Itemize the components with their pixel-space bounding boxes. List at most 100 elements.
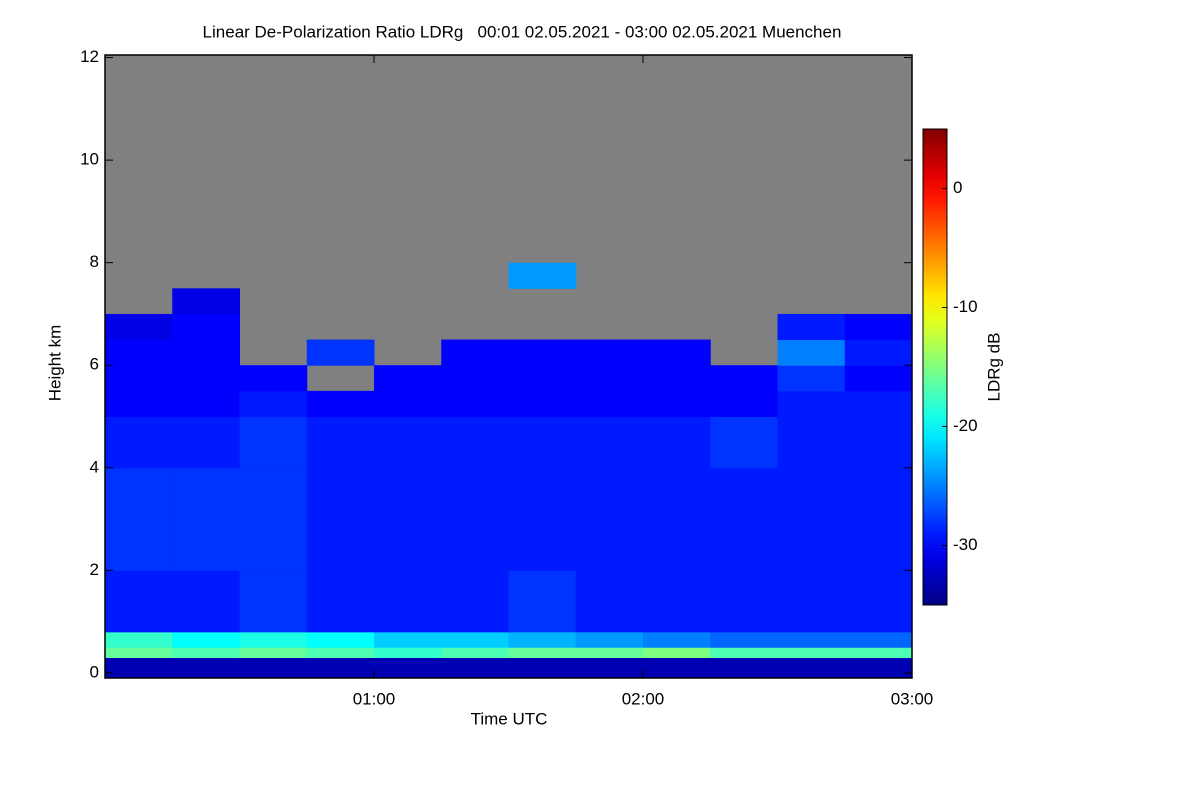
heatmap-cell [172,313,240,341]
heatmap-cell [239,390,308,417]
heatmap-cell [710,365,778,392]
heatmap-cell [643,339,711,366]
heatmap-cell [441,339,509,366]
heatmap-cell [105,365,173,392]
heatmap-cell [710,647,778,658]
y-tick-label: 4 [90,457,99,476]
heatmap-cell [777,631,846,648]
heatmap-cell [844,390,913,417]
heatmap-cell [643,365,711,392]
heatmap-cell [777,647,846,658]
y-tick-label: 8 [90,252,99,271]
heatmap-cell [575,647,644,658]
heatmap-cell [441,631,509,648]
heatmap-cell [508,339,577,366]
heatmap-cell [777,390,846,417]
heatmap-cell [172,647,240,658]
heatmap-cell [172,288,240,315]
heatmap-cell [239,647,308,658]
heatmap-cell [105,657,173,679]
colorbar-tick-label: -10 [953,297,978,316]
y-tick-label: 0 [90,662,99,681]
heatmap-cell [172,570,240,633]
heatmap-cell [105,647,173,658]
heatmap-cell [844,647,913,658]
heatmap-cell [643,631,711,648]
heatmap-cell [239,365,308,392]
heatmap-cell [172,390,240,417]
heatmap-cell [777,339,846,366]
heatmap-cell [374,390,442,417]
heatmap-cell [441,467,509,571]
heatmap-cell [306,647,375,658]
heatmap-cell [777,570,846,633]
heatmap-cell [441,416,509,469]
heatmap-cell [508,365,577,392]
heatmap-cell [643,570,711,633]
x-tick-label: 01:00 [353,689,396,708]
heatmap-cell [374,631,442,648]
y-axis-label: Height km [45,325,64,402]
heatmap-cell [575,657,644,679]
heatmap-cell [710,657,778,679]
heatmap-cell [508,657,577,679]
plot-frame [104,54,913,679]
heatmap-cell [575,390,644,417]
colorbar-tick-label: -30 [953,535,978,554]
heatmap-cell [172,365,240,392]
colorbar [922,128,948,606]
heatmap-cell [172,631,240,648]
heatmap-cell [508,647,577,658]
heatmap-cell [441,657,509,679]
heatmap-cell [844,657,913,679]
colorbar-tick-label: 0 [953,178,962,197]
heatmap-cell [239,570,308,633]
heatmap-cell [239,467,308,571]
heatmap-cell [441,390,509,417]
heatmap-cell [239,416,308,469]
x-axis-label: Time UTC [471,709,548,728]
y-tick-label: 10 [80,150,99,169]
heatmap-cell [643,416,711,469]
heatmap-cell [710,467,778,571]
heatmap-cell [374,416,442,469]
heatmap-cell [508,416,577,469]
chart-title: Linear De-Polarization Ratio LDRg 00:01 … [203,22,842,41]
heatmap-cell [710,631,778,648]
y-tick-label: 12 [80,47,99,66]
heatmap-cell [844,365,913,392]
heatmap-cell [306,657,375,679]
heatmap-cell [508,570,577,633]
heatmap-cell [306,570,375,633]
heatmap-cell [105,390,173,417]
heatmap-cell [172,339,240,366]
heatmap-cell [575,570,644,633]
heatmap-cell [306,339,375,366]
heatmap-cell [239,657,308,679]
heatmap-cell [374,365,442,392]
heatmap-cell [374,467,442,571]
heatmap-cell [441,647,509,658]
heatmap-cell [844,339,913,366]
heatmap-cell [306,631,375,648]
heatmap-cell [844,631,913,648]
heatmap-cell [374,570,442,633]
heatmap-cell [172,416,240,469]
heatmap-cell [643,390,711,417]
colorbar-tick-label: -20 [953,416,978,435]
heatmap-cell [105,631,173,648]
heatmap-cell [777,467,846,571]
heatmap-cell [105,416,173,469]
y-tick-label: 2 [90,560,99,579]
heatmap-cell [844,570,913,633]
heatmap-cell [575,416,644,469]
heatmap-cell [441,365,509,392]
heatmap-cell [374,657,442,679]
heatmap-cell [710,570,778,633]
heatmap-cell [306,416,375,469]
x-tick-label: 03:00 [891,689,934,708]
heatmap-cell [508,262,577,289]
heatmap-cell [374,647,442,658]
heatmap-cell [306,467,375,571]
